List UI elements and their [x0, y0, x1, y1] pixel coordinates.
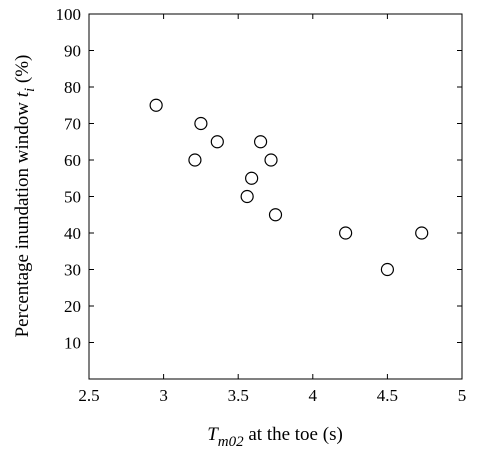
- data-point: [264, 153, 278, 167]
- data-point: [253, 135, 268, 149]
- y-tick-label: 100: [56, 5, 82, 24]
- data-point: [210, 135, 224, 149]
- data-point: [339, 226, 353, 240]
- y-tick-label: 90: [64, 42, 81, 61]
- x-tick-label: 5: [458, 386, 467, 405]
- data-point: [194, 116, 208, 131]
- y-tick-label: 50: [64, 188, 81, 207]
- x-tick-label: 2.5: [78, 386, 99, 405]
- x-tick-label: 4: [309, 386, 318, 405]
- plot-area: [88, 13, 463, 380]
- data-point: [188, 153, 202, 167]
- y-axis-label-subscript: i: [22, 88, 38, 92]
- x-tick-label: 3: [159, 386, 168, 405]
- x-axis-label: Tm02 at the toe (s): [207, 424, 343, 450]
- y-axis-label: Percentage inundation window ti (%): [12, 55, 38, 338]
- y-tick-label: 10: [64, 334, 81, 353]
- data-point: [245, 171, 259, 185]
- x-tick-label: 3.5: [228, 386, 249, 405]
- data-point: [240, 189, 254, 204]
- y-tick-label: 60: [64, 151, 81, 170]
- x-axis-label-rest: at the toe (s): [244, 424, 343, 445]
- x-axis-label-main: T: [207, 424, 219, 445]
- y-axis-label-italic: t: [12, 91, 33, 97]
- y-tick-label: 80: [64, 78, 81, 97]
- x-axis-ticks: 2.5 3 3.5 4 4.5 5: [78, 14, 466, 405]
- x-tick-label: 4.5: [377, 386, 398, 405]
- y-axis-label-rest: (%): [12, 55, 33, 88]
- data-points: [149, 98, 429, 277]
- data-point: [415, 226, 429, 240]
- y-axis-ticks: 10 20 30 40 50 60 70 80 90 100: [56, 5, 462, 353]
- data-point: [380, 262, 394, 277]
- y-tick-label: 20: [64, 297, 81, 316]
- x-axis-label-subscript: m02: [218, 434, 244, 450]
- data-point: [268, 208, 283, 222]
- axes-box: [88, 13, 463, 380]
- y-tick-label: 70: [64, 115, 81, 134]
- data-point: [149, 98, 163, 112]
- y-axis-label-main: Percentage inundation window: [12, 97, 33, 337]
- y-tick-label: 40: [64, 224, 81, 243]
- y-tick-label: 30: [64, 261, 81, 280]
